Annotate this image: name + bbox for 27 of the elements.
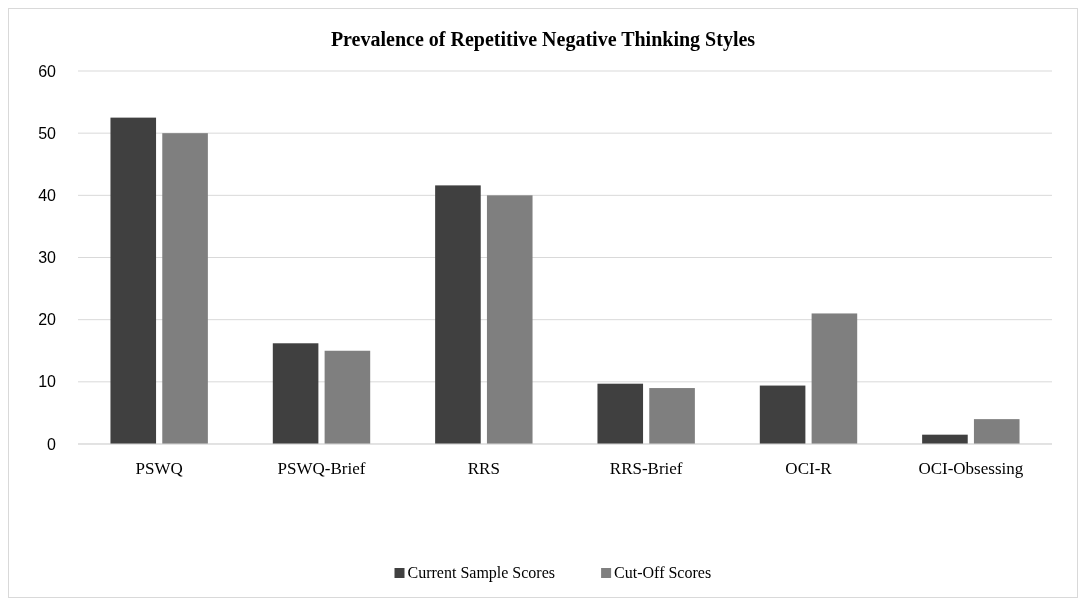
bar: [272, 343, 319, 444]
bar: [486, 195, 533, 444]
bar: [811, 313, 858, 444]
x-tick-label: PSWQ: [135, 459, 183, 478]
x-tick-label: OCI-R: [785, 459, 833, 478]
bar: [973, 419, 1020, 444]
y-tick-label: 30: [38, 249, 57, 267]
bar: [162, 133, 208, 444]
legend-label: Cut-Off Scores: [614, 564, 712, 581]
y-tick-label: 0: [47, 435, 57, 453]
x-tick-label: RRS-Brief: [609, 459, 683, 478]
chart-title: Prevalence of Repetitive Negative Thinking Styles: [330, 28, 756, 51]
x-tick-label: OCI-Obsessing: [918, 459, 1024, 478]
legend-label: Current Sample Scores: [407, 564, 556, 582]
bar: [759, 385, 806, 444]
bar: [597, 383, 644, 444]
x-tick-label: PSWQ-Brief: [277, 459, 366, 478]
y-tick-label: 10: [38, 373, 57, 391]
bar: [324, 350, 371, 444]
y-tick-label: 50: [38, 124, 57, 142]
y-tick-label: 60: [38, 62, 57, 80]
y-tick-label: 20: [38, 311, 57, 329]
bar: [110, 117, 157, 444]
x-tick-label: RRS: [467, 459, 500, 478]
bar: [435, 185, 481, 444]
bar: [649, 388, 695, 444]
y-tick-label: 40: [38, 186, 57, 204]
